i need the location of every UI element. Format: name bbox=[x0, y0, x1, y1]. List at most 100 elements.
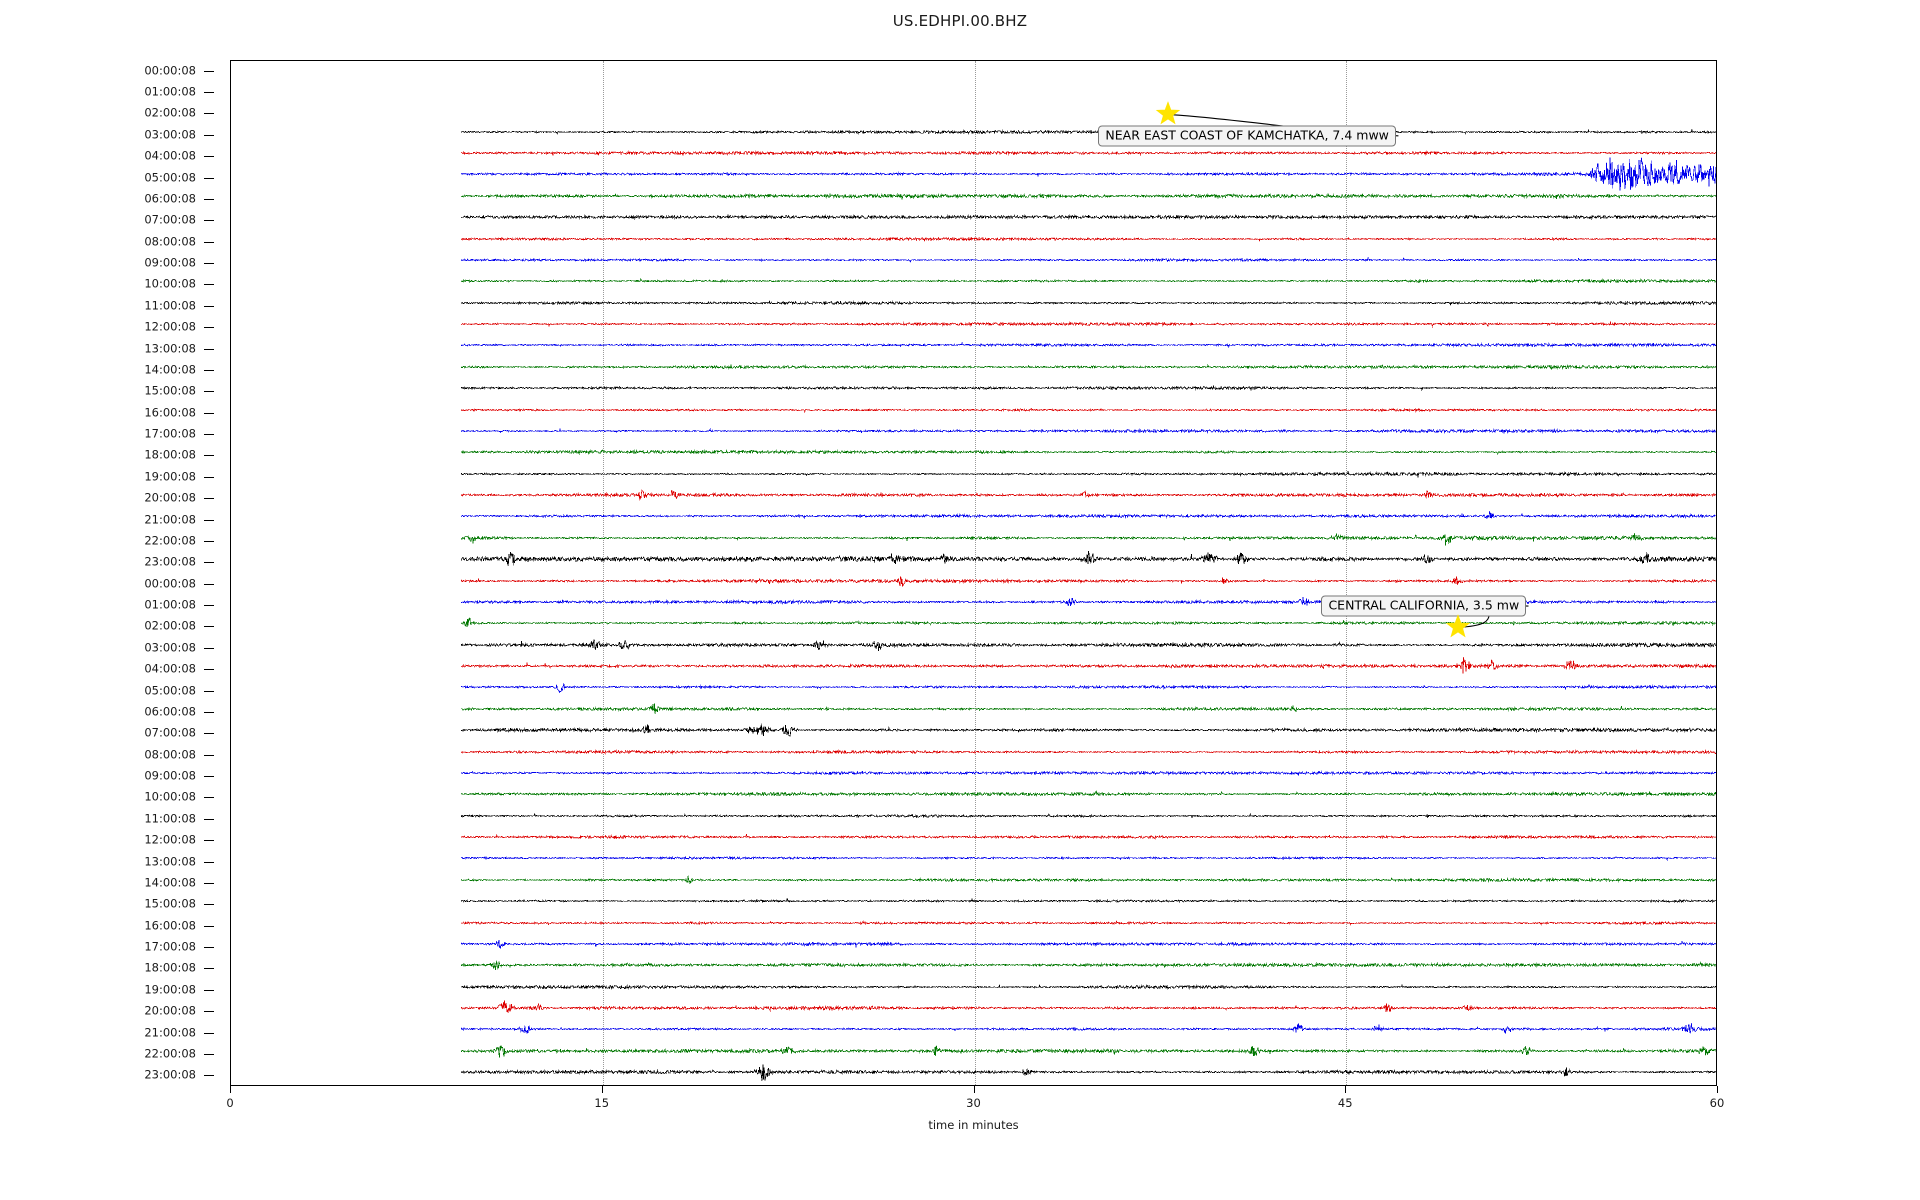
y-axis-tick-label: 18:00:08 bbox=[144, 447, 196, 462]
seismogram-trace-row-27 bbox=[461, 703, 1716, 714]
y-axis-tick-mark bbox=[204, 904, 214, 906]
y-axis-tick-label: 16:00:08 bbox=[144, 917, 196, 932]
y-axis-tick-mark bbox=[204, 519, 214, 521]
seismogram-trace-row-44 bbox=[461, 1064, 1716, 1082]
trace-path bbox=[461, 511, 1716, 520]
seismogram-trace-row-22 bbox=[461, 596, 1716, 607]
y-axis-tick-label: 01:00:08 bbox=[144, 597, 196, 612]
trace-path bbox=[461, 385, 1716, 392]
trace-path bbox=[461, 449, 1716, 456]
y-axis-tick-mark bbox=[204, 391, 214, 393]
y-axis-tick-layer: 00:00:08 01:00:08 02:00:08 03:00:08 04:00:08… bbox=[0, 60, 230, 1086]
y-axis-tick-label: 09:00:08 bbox=[144, 255, 196, 270]
seismogram-trace-row-35 bbox=[461, 875, 1716, 884]
y-axis-tick-mark bbox=[204, 626, 214, 628]
trace-path bbox=[461, 363, 1716, 370]
trace-layer bbox=[231, 61, 1716, 1085]
seismogram-trace-row-7 bbox=[461, 277, 1716, 284]
y-axis-tick-mark bbox=[204, 134, 214, 136]
y-axis-tick-mark bbox=[204, 925, 214, 927]
trace-path bbox=[461, 856, 1716, 862]
y-axis-tick-mark bbox=[204, 776, 214, 778]
trace-path bbox=[461, 214, 1716, 221]
seismogram-trace-row-8 bbox=[461, 299, 1716, 307]
y-axis-tick-label: 05:00:08 bbox=[144, 682, 196, 697]
seismogram-trace-row-24 bbox=[461, 638, 1716, 651]
y-axis-tick-label: 18:00:08 bbox=[144, 960, 196, 975]
seismogram-trace-row-43 bbox=[461, 1045, 1716, 1058]
seismogram-trace-row-28 bbox=[461, 723, 1716, 738]
y-axis-tick-mark bbox=[204, 455, 214, 457]
y-axis-tick-mark bbox=[204, 305, 214, 307]
y-axis-tick-label: 07:00:08 bbox=[144, 725, 196, 740]
y-axis-tick-label: 15:00:08 bbox=[144, 383, 196, 398]
y-axis-tick-label: 11:00:08 bbox=[144, 811, 196, 826]
seismogram-trace-row-11 bbox=[461, 363, 1716, 370]
star-shape bbox=[1445, 614, 1470, 638]
seismogram-trace-row-26 bbox=[461, 682, 1716, 694]
x-axis-tick-label: 0 bbox=[226, 1096, 234, 1110]
y-axis-tick-mark bbox=[204, 647, 214, 649]
event-annotation-label[interactable]: NEAR EAST COAST OF KAMCHATKA, 7.4 mww bbox=[1098, 125, 1396, 147]
x-axis-tick-mark bbox=[973, 1086, 975, 1093]
seismogram-trace-row-25 bbox=[461, 657, 1716, 674]
y-axis-tick-label: 08:00:08 bbox=[144, 233, 196, 248]
seismogram-trace-row-9 bbox=[461, 321, 1716, 328]
gridline-45 bbox=[1346, 61, 1348, 1085]
seismogram-trace-row-21 bbox=[461, 575, 1716, 588]
trace-path bbox=[461, 897, 1716, 904]
y-axis-tick-label: 06:00:08 bbox=[144, 191, 196, 206]
y-axis-tick-mark bbox=[204, 968, 214, 970]
y-axis-tick-mark bbox=[204, 711, 214, 713]
y-axis-tick-label: 03:00:08 bbox=[144, 640, 196, 655]
y-axis-tick-mark bbox=[204, 498, 214, 500]
y-axis-tick-mark bbox=[204, 818, 214, 820]
x-axis-tick-mark bbox=[230, 1086, 231, 1093]
y-axis-tick-label: 23:00:08 bbox=[144, 1067, 196, 1082]
x-axis-title: time in minutes bbox=[928, 1118, 1019, 1132]
seismogram-trace-row-2 bbox=[461, 158, 1716, 191]
trace-path bbox=[461, 682, 1716, 694]
y-axis-tick-label: 20:00:08 bbox=[144, 1003, 196, 1018]
seismogram-trace-row-1 bbox=[461, 150, 1716, 157]
trace-path bbox=[461, 158, 1716, 191]
y-axis-tick-mark bbox=[204, 70, 214, 72]
event-epicenter-star-icon bbox=[1445, 614, 1470, 638]
seismogram-trace-row-6 bbox=[461, 257, 1716, 263]
y-axis-tick-label: 13:00:08 bbox=[144, 340, 196, 355]
trace-path bbox=[461, 150, 1716, 157]
y-axis-tick-mark bbox=[204, 583, 214, 585]
trace-path bbox=[461, 257, 1716, 263]
x-axis-tick-label: 15 bbox=[594, 1096, 610, 1110]
trace-path bbox=[461, 596, 1716, 607]
y-axis-tick-label: 16:00:08 bbox=[144, 404, 196, 419]
seismogram-plot-area[interactable]: NEAR EAST COAST OF KAMCHATKA, 7.4 mww CEN… bbox=[230, 60, 1717, 1086]
trace-path bbox=[461, 192, 1716, 200]
trace-path bbox=[461, 748, 1716, 755]
y-axis-tick-mark bbox=[204, 177, 214, 179]
trace-path bbox=[461, 407, 1716, 413]
y-axis-tick-label: 12:00:08 bbox=[144, 319, 196, 334]
x-axis-tick-mark bbox=[1345, 1086, 1347, 1093]
y-axis-tick-label: 11:00:08 bbox=[144, 298, 196, 313]
seismogram-trace-row-23 bbox=[461, 617, 1716, 628]
event-annotation-label[interactable]: CENTRAL CALIFORNIA, 3.5 mw bbox=[1321, 595, 1527, 617]
x-axis-tick-label: 30 bbox=[966, 1096, 981, 1110]
seismogram-trace-row-31 bbox=[461, 790, 1716, 798]
seismogram-trace-row-4 bbox=[461, 214, 1716, 221]
trace-path bbox=[461, 470, 1716, 478]
y-axis-tick-mark bbox=[204, 434, 214, 436]
y-axis-tick-mark bbox=[204, 754, 214, 756]
y-axis-tick-mark bbox=[204, 797, 214, 799]
y-axis-tick-label: 19:00:08 bbox=[144, 982, 196, 997]
seismogram-trace-row-34 bbox=[461, 856, 1716, 862]
y-axis-tick-label: 00:00:08 bbox=[144, 575, 196, 590]
trace-path bbox=[461, 812, 1716, 819]
y-axis-tick-label: 10:00:08 bbox=[144, 789, 196, 804]
y-axis-tick-mark bbox=[204, 412, 214, 414]
seismogram-trace-row-12 bbox=[461, 385, 1716, 392]
seismogram-trace-row-16 bbox=[461, 470, 1716, 478]
y-axis-tick-mark bbox=[204, 348, 214, 350]
y-axis-tick-label: 22:00:08 bbox=[144, 533, 196, 548]
y-axis-tick-mark bbox=[204, 1075, 214, 1077]
